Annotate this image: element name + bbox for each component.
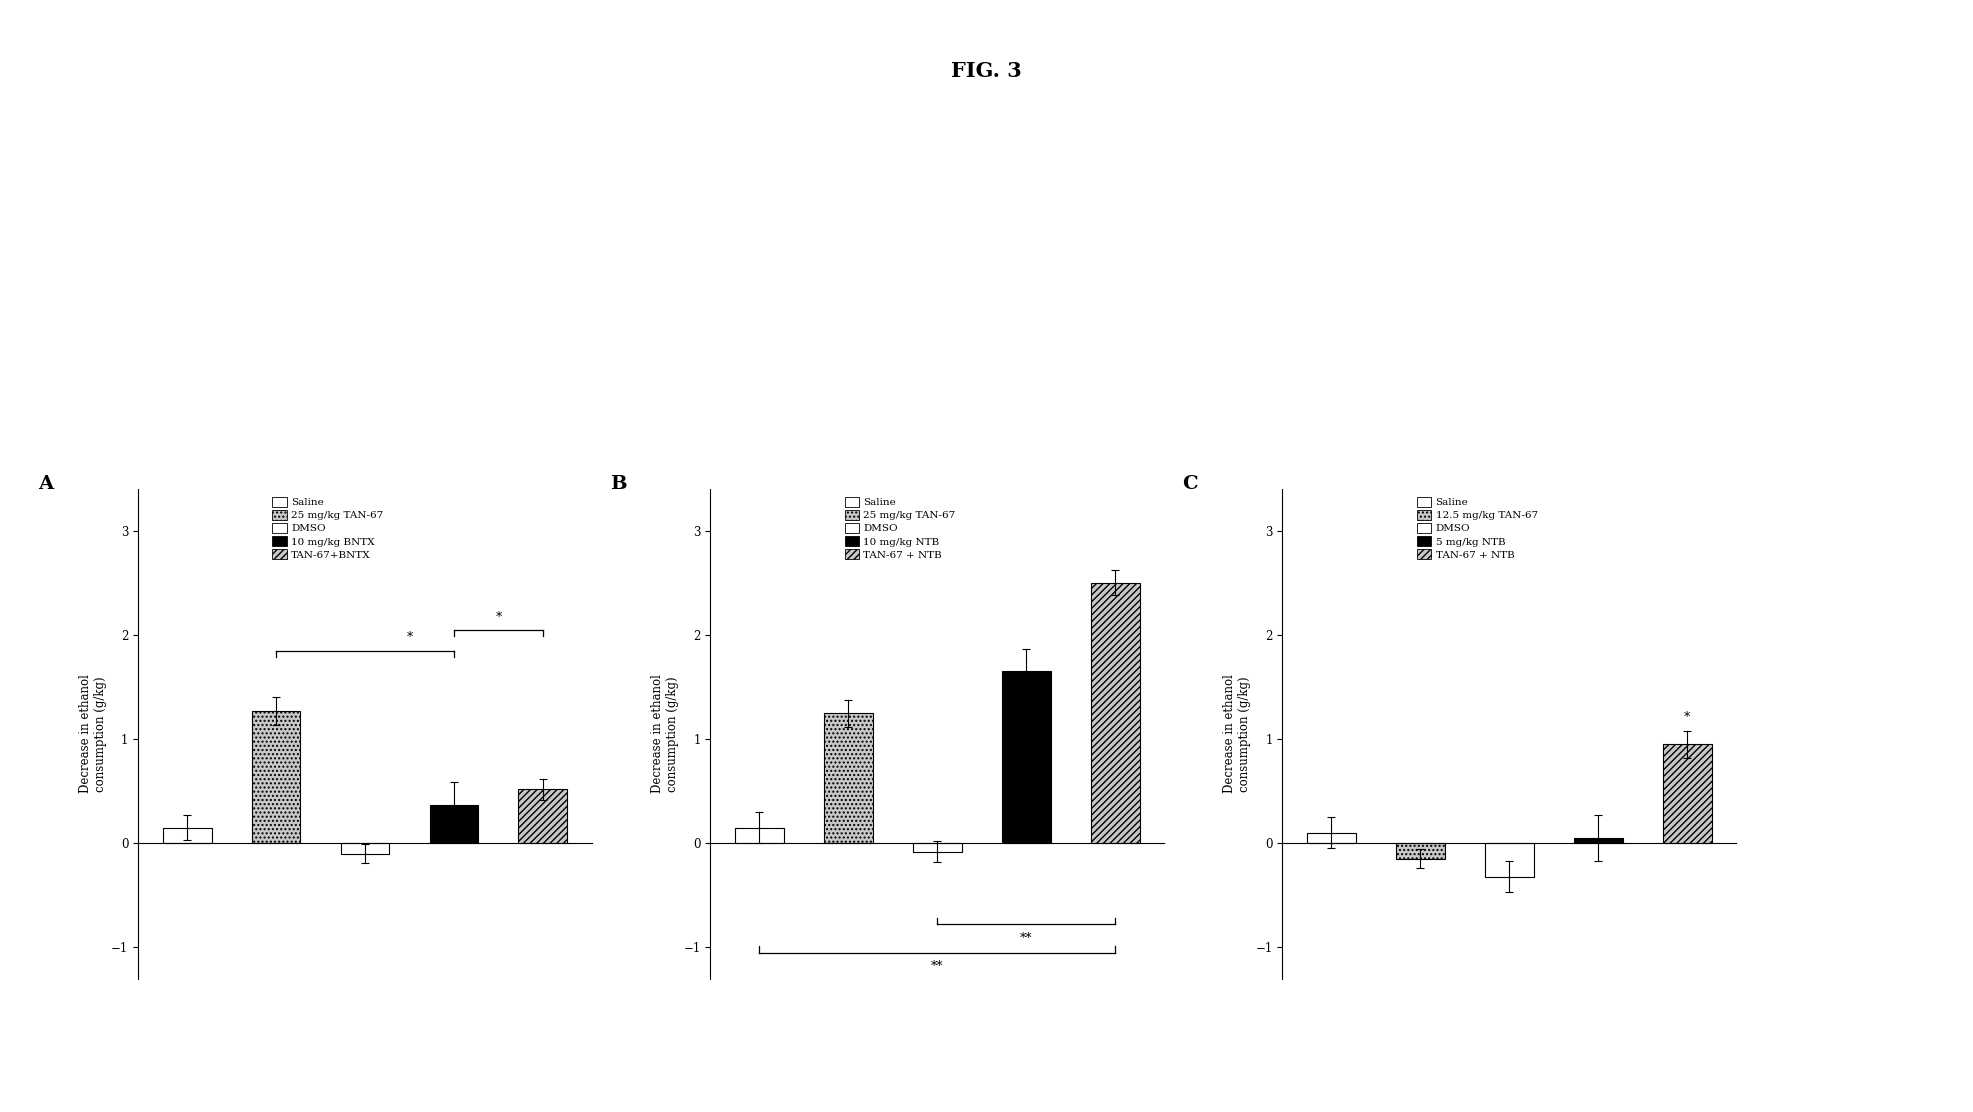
Bar [825, 713, 872, 843]
Text: B: B [610, 475, 627, 493]
Text: *: * [495, 610, 501, 624]
Bar [913, 843, 961, 852]
Bar [1091, 583, 1140, 843]
Text: **: ** [1020, 932, 1032, 945]
Bar [1486, 843, 1533, 876]
Text: FIG. 3: FIG. 3 [951, 61, 1022, 81]
Legend: Saline, 12.5 mg/kg TAN-67, DMSO, 5 mg/kg NTB, TAN-67 + NTB: Saline, 12.5 mg/kg TAN-67, DMSO, 5 mg/kg… [1415, 495, 1539, 562]
Bar [253, 711, 300, 843]
Y-axis label: Decrease in ethanol
consumption (g/kg): Decrease in ethanol consumption (g/kg) [1223, 675, 1251, 793]
Bar [162, 827, 211, 843]
Legend: Saline, 25 mg/kg TAN-67, DMSO, 10 mg/kg NTB, TAN-67 + NTB: Saline, 25 mg/kg TAN-67, DMSO, 10 mg/kg … [842, 495, 957, 562]
Bar [734, 827, 783, 843]
Bar [1663, 744, 1713, 843]
Text: *: * [406, 632, 412, 644]
Bar [1306, 833, 1355, 843]
Y-axis label: Decrease in ethanol
consumption (g/kg): Decrease in ethanol consumption (g/kg) [651, 675, 679, 793]
Text: C: C [1182, 475, 1198, 493]
Bar [1002, 672, 1050, 843]
Text: **: ** [931, 960, 943, 973]
Text: A: A [37, 475, 53, 493]
Bar [341, 843, 389, 854]
Bar [519, 790, 568, 843]
Y-axis label: Decrease in ethanol
consumption (g/kg): Decrease in ethanol consumption (g/kg) [79, 675, 107, 793]
Legend: Saline, 25 mg/kg TAN-67, DMSO, 10 mg/kg BNTX, TAN-67+BNTX: Saline, 25 mg/kg TAN-67, DMSO, 10 mg/kg … [270, 495, 385, 562]
Bar [1574, 838, 1622, 843]
Bar [430, 805, 479, 843]
Text: *: * [1685, 711, 1691, 724]
Bar [1397, 843, 1444, 858]
